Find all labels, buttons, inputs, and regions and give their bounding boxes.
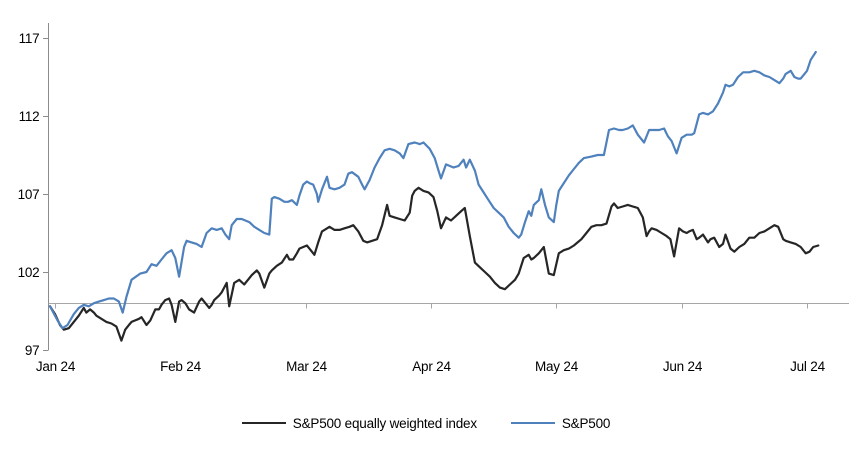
x-tick-label: Jul 24: [790, 359, 826, 374]
y-tick-label: 102: [18, 265, 40, 280]
legend-item-equal-weight: S&P500 equally weighted index: [241, 415, 477, 431]
x-tick-label: May 24: [535, 359, 579, 374]
sp500-line: [48, 50, 817, 330]
y-tick-label: 117: [19, 31, 40, 46]
x-tick-label: Jun 24: [663, 359, 703, 374]
x-tick-label: Mar 24: [286, 359, 328, 374]
x-tick-label: Feb 24: [160, 359, 202, 374]
series-lines: [48, 50, 820, 342]
legend-item-sp500: S&P500: [510, 415, 611, 431]
equal-weight-line-swatch: [241, 421, 286, 425]
equal-weight-index-line: [48, 186, 820, 342]
y-tick-label: 97: [25, 343, 40, 358]
x-axis: Jan 24 Feb 24 Mar 24 Apr 24 May 24 Jun 24 Jul …: [36, 303, 826, 374]
legend-label-equal-weight: S&P500 equally weighted index: [292, 415, 477, 431]
x-tick-label: Apr 24: [412, 359, 451, 374]
legend: S&P500 equally weighted index S&P500: [0, 413, 852, 433]
y-tick-label: 112: [19, 109, 40, 124]
y-axis: 117 112 107 102 97: [18, 23, 50, 358]
y-tick-label: 107: [18, 187, 40, 202]
legend-label-sp500: S&P500: [561, 415, 611, 431]
sp500-line-swatch: [510, 421, 555, 425]
x-tick-label: Jan 24: [36, 359, 76, 374]
